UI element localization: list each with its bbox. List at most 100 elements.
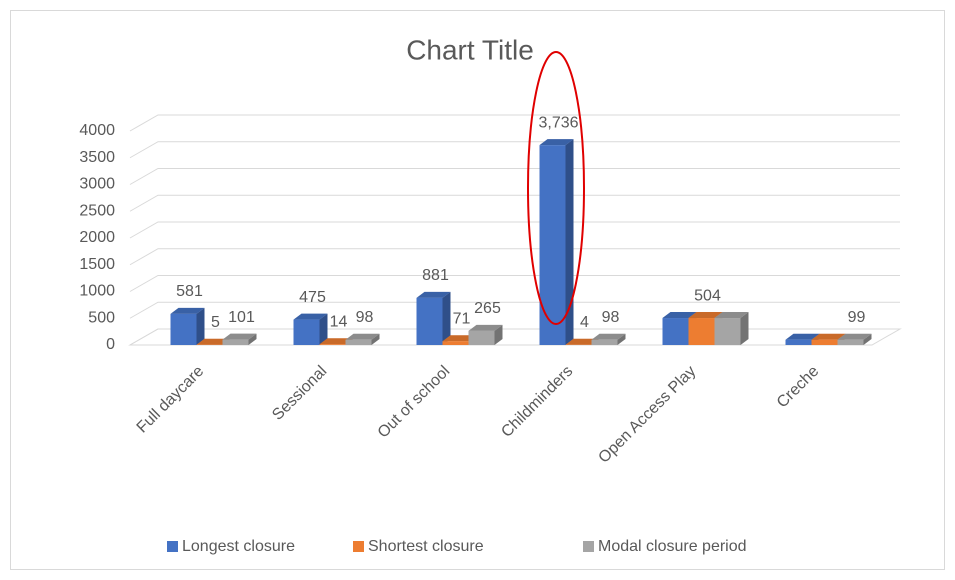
bar-side-shade [565,139,574,345]
highlight-ellipse [527,51,585,325]
data-label: 101 [228,309,255,326]
y-tick-label: 3000 [79,176,115,193]
data-label: 4 [580,314,589,331]
bar [170,307,205,345]
bar-side-shade [319,313,328,345]
legend-label: Longest closure [182,538,295,555]
grid-line [129,168,900,185]
y-tick-label: 4000 [79,122,115,139]
bar-side [494,324,503,345]
bar-side [740,312,749,345]
bar [468,324,503,345]
bar-top-shade [222,333,257,340]
bar-top [591,333,626,340]
floor [128,328,902,346]
bar-top [811,333,846,340]
bar-top [837,333,872,340]
chart-frame [10,10,945,570]
bar-top-shade [170,307,205,314]
data-label: 99 [848,309,866,326]
bar [222,333,257,345]
bar-side-shade [494,324,503,345]
grid-line [129,275,900,292]
bar-side [863,333,872,345]
bar-top [662,312,697,319]
y-tick-label: 1500 [79,256,115,273]
bar-top [196,338,231,345]
data-label: 14 [330,313,348,330]
bar-side-shade [371,333,380,345]
bar-front [662,318,689,345]
grid-line [129,248,900,266]
bar-front [442,341,469,345]
bar-top [565,338,600,345]
bar-top [170,307,205,314]
y-tick-label: 3500 [79,149,115,166]
legend-swatch [167,541,178,552]
y-tick-label: 1000 [79,283,115,300]
bar-side-shade [196,307,205,345]
grid-line [129,114,900,132]
y-tick-label: 500 [88,309,115,326]
bar-front [785,339,812,345]
bar-front [319,344,346,345]
grid-line [129,194,900,212]
bar-top-shade [468,324,503,331]
bar-top [785,333,820,340]
bar [714,312,749,345]
bar-front [688,318,715,345]
bar-top-shade [714,312,749,319]
grid-line [129,221,900,239]
bar-top-shade [196,338,231,345]
y-tick-label: 2500 [79,202,115,219]
bar-front [811,339,838,345]
bar-top [468,324,503,331]
y-tick-label: 0 [106,336,115,353]
data-label: 5 [211,314,220,331]
bar-side [617,333,626,345]
bar-side-shade [617,333,626,345]
data-label: 581 [176,283,203,300]
bar-top-shade [662,312,697,319]
bar-side [319,313,328,345]
bar-front [539,145,566,345]
chart-title: Chart Title [406,34,534,65]
bar [591,333,626,345]
bar-top-shade [293,313,328,320]
bar-side-shade [442,291,451,345]
bar-front [468,330,495,345]
data-label: 504 [694,287,721,304]
bar-front [837,339,864,345]
bar-front [591,339,618,345]
bar-side [371,333,380,345]
bar-top-shade [688,312,723,319]
bar-top-shade [416,291,451,298]
data-label: 98 [356,309,374,326]
bar-side [442,291,451,345]
bar-top-shade [837,333,872,340]
data-label: 3,736 [538,114,578,131]
bar-top-shade [811,333,846,340]
bar-side-shade [740,312,749,345]
bar [416,291,451,345]
bar-front [416,297,443,345]
bar-front [222,339,249,345]
legend-swatch [583,541,594,552]
bar [345,333,380,345]
data-label: 475 [299,289,326,306]
bar-top-shade [785,333,820,340]
bar-front [345,339,372,345]
bar-top [688,312,723,319]
y-tick-label: 2000 [79,229,115,246]
bar-top [293,313,328,320]
data-label: 71 [453,310,471,327]
bar-side [565,139,574,345]
bar-top-shade [539,139,574,146]
bar [837,333,872,345]
bar-side-shade [248,333,257,345]
bar-top [345,333,380,340]
bar [293,313,328,345]
bar-top [222,333,257,340]
bar-top-shade [319,338,354,345]
